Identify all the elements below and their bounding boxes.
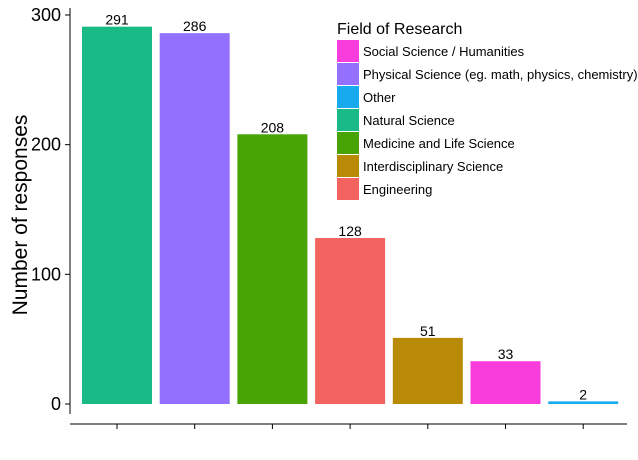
legend-title: Field of Research — [337, 21, 462, 38]
bar — [392, 337, 463, 404]
bar — [82, 26, 152, 404]
bar-value-label: 208 — [261, 119, 285, 135]
x-axis-ticks — [70, 423, 627, 429]
bar-value-label: 2 — [579, 386, 587, 402]
legend-label: Medicine and Life Science — [363, 136, 515, 151]
bar — [159, 33, 230, 405]
legend-swatch — [337, 132, 359, 154]
bar-value-label: 128 — [338, 223, 362, 239]
bar — [237, 134, 308, 404]
legend-swatch — [337, 109, 359, 131]
bar-value-label: 291 — [105, 12, 129, 28]
legend-background — [330, 12, 638, 204]
y-axis-title: Number of responses — [9, 115, 32, 316]
legend: Field of Research Social Science / Human… — [330, 12, 638, 204]
y-tick-label: 0 — [51, 394, 61, 414]
legend-label: Interdisciplinary Science — [363, 159, 503, 174]
bar — [548, 401, 619, 404]
legend-swatch — [337, 86, 359, 108]
legend-label: Natural Science — [363, 113, 455, 128]
bars-group: 291 286 208 128 51 33 2 — [82, 12, 619, 405]
y-tick-label: 200 — [31, 135, 61, 155]
y-tick-label: 300 — [31, 5, 61, 25]
legend-label: Engineering — [363, 182, 432, 197]
bar — [315, 238, 386, 404]
bar-value-label: 51 — [420, 323, 436, 339]
bar-value-label: 286 — [183, 18, 207, 34]
legend-items: Social Science / Humanities Physical Scie… — [337, 40, 638, 200]
legend-swatch — [337, 178, 359, 200]
legend-label: Social Science / Humanities — [363, 44, 525, 59]
y-tick-label: 100 — [31, 264, 61, 284]
legend-label: Physical Science (eg. math, physics, che… — [363, 67, 638, 82]
bar-value-label: 33 — [498, 346, 514, 362]
bar — [470, 361, 541, 404]
y-axis-ticks: 0 100 200 300 — [31, 5, 70, 414]
legend-swatch — [337, 63, 359, 85]
legend-swatch — [337, 155, 359, 177]
legend-swatch — [337, 40, 359, 62]
legend-label: Other — [363, 90, 396, 105]
